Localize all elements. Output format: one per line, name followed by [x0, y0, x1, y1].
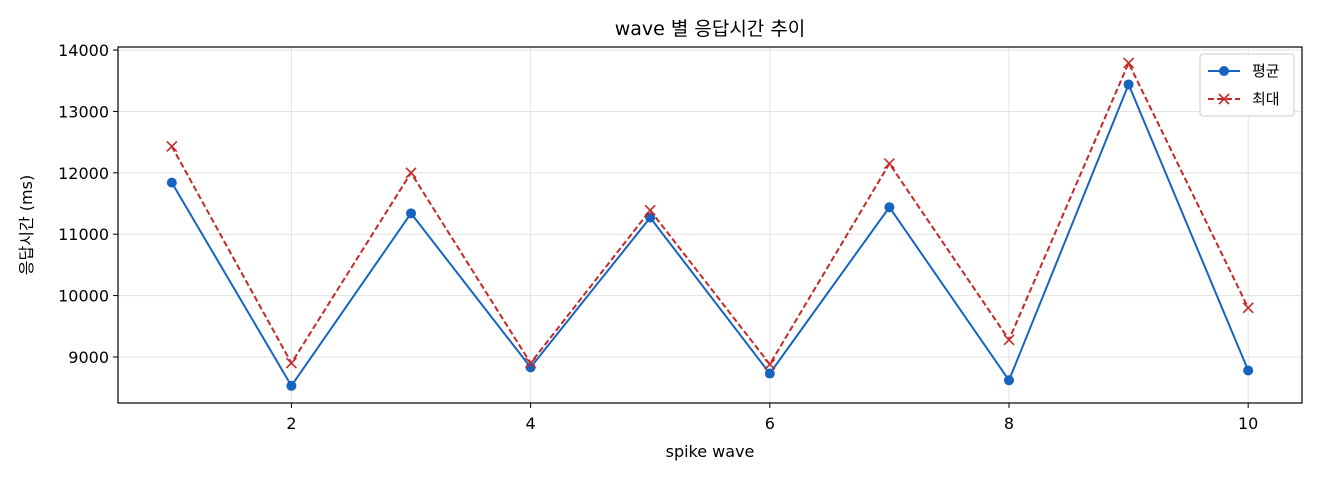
- legend-box: [1199, 53, 1295, 117]
- data-point-max: [644, 204, 656, 216]
- x-tick-label: 10: [1238, 414, 1258, 433]
- x-tick-label: 8: [1004, 414, 1014, 433]
- data-point-mean: [406, 208, 417, 219]
- data-point-max: [525, 357, 537, 369]
- x-tick-label: 4: [526, 414, 536, 433]
- y-tick-label: 12000: [58, 164, 109, 183]
- data-point-mean: [166, 177, 177, 188]
- series-layer: [166, 57, 1254, 391]
- x-axis-label: spike wave: [666, 442, 755, 461]
- legend: 평균 최대: [1199, 53, 1295, 117]
- legend-marker-mean: [1219, 66, 1229, 76]
- plot-area-frame: [117, 46, 1303, 404]
- data-point-mean: [1003, 375, 1014, 386]
- data-point-mean: [1243, 365, 1254, 376]
- legend-label-mean: 평균: [1252, 62, 1280, 80]
- legend-label-max: 최대: [1252, 90, 1280, 108]
- data-point-mean: [286, 380, 297, 391]
- data-point-max: [1003, 334, 1015, 346]
- y-tick-label: 13000: [58, 102, 109, 121]
- data-point-max: [166, 140, 178, 153]
- data-point-max: [764, 358, 776, 370]
- y-tick-label: 9000: [68, 348, 109, 367]
- y-tick-label: 14000: [58, 41, 109, 60]
- data-point-max: [285, 357, 297, 369]
- data-point-max: [1123, 57, 1135, 69]
- data-point-max: [1242, 302, 1254, 314]
- legend-marker-max: [1218, 93, 1230, 105]
- series-line-mean: [170, 83, 1250, 387]
- y-tick-label: 11000: [58, 225, 109, 244]
- data-point-mean: [764, 368, 775, 379]
- axis-ticks: 2 4 6 8 10 9000 10000 11000 12000 13000 14000: [58, 41, 1258, 433]
- chart-title: wave 별 응답시간 추이: [615, 18, 806, 40]
- x-tick-label: 6: [765, 414, 775, 433]
- data-point-mean: [884, 202, 895, 213]
- y-axis-label: 응답시간 (ms): [17, 175, 36, 275]
- data-point-max: [405, 167, 417, 179]
- grid-lines: [118, 47, 1302, 403]
- data-point-mean: [1123, 79, 1134, 90]
- y-tick-label: 10000: [58, 287, 109, 306]
- series-line-max: [170, 62, 1250, 366]
- x-tick-label: 2: [286, 414, 296, 433]
- data-point-max: [883, 158, 895, 170]
